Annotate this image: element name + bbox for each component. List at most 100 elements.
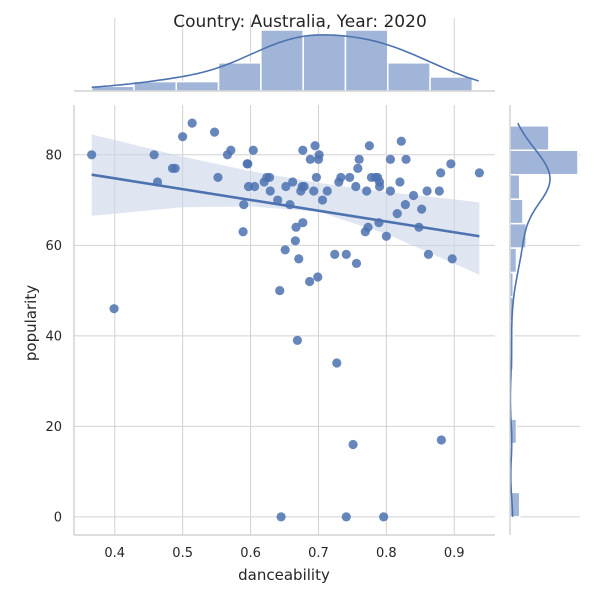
scatter-point xyxy=(292,335,303,345)
scatter-point xyxy=(264,172,275,183)
x-tick-label: 0.8 xyxy=(376,546,397,561)
scatter-point xyxy=(379,512,389,522)
scatter-point xyxy=(330,249,340,259)
y-axis-label: popularity xyxy=(22,285,40,361)
scatter-point xyxy=(434,186,444,196)
scatter-point xyxy=(281,181,291,192)
tick-labels: 0.4 0.5 0.6 0.7 0.8 0.9 0 20 40 60 80 xyxy=(45,148,464,561)
scatter-point xyxy=(298,218,308,228)
scatter-point xyxy=(422,186,432,196)
scatter-point xyxy=(248,145,258,155)
scatter-point xyxy=(362,186,372,196)
scatter-points xyxy=(87,118,484,522)
x-kde-curve xyxy=(91,34,479,89)
scatter-point xyxy=(299,181,309,192)
x-hist-bar xyxy=(429,76,474,92)
scatter-point xyxy=(275,285,285,296)
chart-title: Country: Australia, Year: 2020 xyxy=(173,12,427,32)
scatter-point xyxy=(474,168,484,178)
x-hist-bar xyxy=(387,62,431,92)
scatter-point xyxy=(423,249,434,259)
scatter-point xyxy=(87,150,97,160)
scatter-point xyxy=(309,186,319,196)
x-hist-bar xyxy=(217,62,262,92)
scatter-point xyxy=(322,186,332,196)
x-hist-bar xyxy=(260,29,304,92)
scatter-point xyxy=(291,222,301,232)
x-tick-label: 0.6 xyxy=(240,546,261,561)
scatter-point xyxy=(446,159,456,169)
scatter-point xyxy=(305,154,315,164)
y-tick-label: 0 xyxy=(54,510,62,525)
scatter-point xyxy=(374,181,385,192)
scatter-point xyxy=(401,154,411,164)
scatter-point xyxy=(313,272,323,282)
y-tick-label: 80 xyxy=(45,148,62,163)
scatter-point xyxy=(364,141,374,151)
y-hist-bar xyxy=(509,198,524,225)
scatter-point xyxy=(332,358,342,368)
scatter-point xyxy=(351,181,361,192)
y-hist-bar xyxy=(509,125,550,152)
scatter-point xyxy=(417,204,427,214)
scatter-point xyxy=(276,512,286,522)
regression-line xyxy=(91,173,480,238)
scatter-point xyxy=(436,435,446,445)
scatter-point xyxy=(396,136,406,146)
scatter-point xyxy=(400,199,410,210)
x-hist-bar xyxy=(175,80,220,92)
scatter-point xyxy=(280,245,290,255)
scatter-point xyxy=(170,163,180,173)
regression-fit-line xyxy=(91,173,480,238)
scatter-point xyxy=(213,172,223,183)
x-tick-label: 0.4 xyxy=(104,546,125,561)
scatter-point xyxy=(336,172,346,183)
x-tick-label: 0.5 xyxy=(172,546,193,561)
scatter-point xyxy=(298,145,308,155)
scatter-point xyxy=(317,195,328,205)
main-axes xyxy=(73,105,495,536)
y-tick-label: 60 xyxy=(45,239,62,254)
scatter-point xyxy=(273,195,283,205)
scatter-point xyxy=(447,254,457,264)
scatter-point xyxy=(178,132,188,142)
scatter-point xyxy=(345,172,355,183)
scatter-point xyxy=(392,209,402,219)
scatter-point xyxy=(341,512,351,522)
scatter-point xyxy=(348,439,358,450)
y-hist-bar xyxy=(509,247,518,274)
y-tick-label: 20 xyxy=(45,420,62,435)
scatter-point xyxy=(290,236,300,246)
y-hist-bar xyxy=(509,173,521,200)
scatter-point xyxy=(310,141,320,151)
scatter-point xyxy=(381,231,391,241)
scatter-point xyxy=(363,222,373,232)
scatter-point xyxy=(109,304,119,314)
right-marginal-histogram xyxy=(509,105,580,535)
scatter-point xyxy=(385,186,396,196)
scatter-point xyxy=(239,199,249,210)
y-kde-curve xyxy=(509,122,551,517)
scatter-point xyxy=(354,154,364,164)
scatter-point xyxy=(408,190,419,201)
x-axis-label: danceability xyxy=(238,566,330,584)
scatter-point xyxy=(305,276,315,287)
scatter-point xyxy=(288,177,298,187)
scatter-point xyxy=(226,145,236,155)
scatter-point xyxy=(341,249,351,259)
y-tick-label: 40 xyxy=(45,329,62,344)
scatter-point xyxy=(238,227,248,237)
scatter-point xyxy=(250,181,260,192)
scatter-point xyxy=(395,177,405,187)
scatter-point xyxy=(351,258,362,269)
x-tick-label: 0.9 xyxy=(444,546,465,561)
scatter-point xyxy=(353,163,363,173)
scatter-point xyxy=(294,254,304,264)
scatter-point xyxy=(436,168,446,178)
scatter-point xyxy=(265,186,275,196)
scatter-point xyxy=(385,154,396,164)
x-hist-bar xyxy=(302,33,347,92)
top-marginal-histogram xyxy=(74,18,495,92)
scatter-point xyxy=(209,127,220,137)
